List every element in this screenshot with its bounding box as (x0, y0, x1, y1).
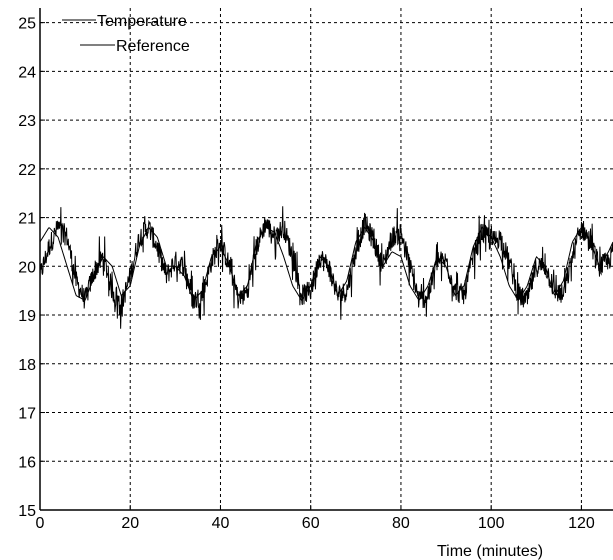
axes (39, 8, 613, 511)
y-tick-label-22: 22 (18, 162, 36, 179)
x-tick-label-120: 120 (568, 515, 595, 532)
y-tick-label-15: 15 (18, 503, 36, 520)
y-tick-label-25: 25 (18, 16, 36, 33)
y-tick-label-19: 19 (18, 308, 36, 325)
y-tick-label-23: 23 (18, 113, 36, 130)
legend-label-reference: Reference (116, 38, 190, 55)
y-tick-label-20: 20 (18, 259, 36, 276)
y-tick-label-17: 17 (18, 406, 36, 423)
x-tick-label-100: 100 (478, 515, 505, 532)
x-tick-label-0: 0 (36, 515, 45, 532)
x-tick-label-20: 20 (121, 515, 139, 532)
y-tick-label-21: 21 (18, 211, 36, 228)
x-tick-label-40: 40 (212, 515, 230, 532)
series-line-reference (39, 226, 613, 302)
y-tick-label-16: 16 (18, 454, 36, 471)
y-tick-label-24: 24 (18, 64, 36, 81)
x-axis-label: Time (minutes) (437, 543, 543, 560)
x-tick-label-60: 60 (302, 515, 320, 532)
series-line-temperature (39, 206, 613, 329)
y-tick-label-18: 18 (18, 357, 36, 374)
legend-label-temperature: Temperature (97, 13, 187, 30)
series-layer (39, 206, 613, 329)
tick-labels: 0 20 40 60 80 100 120 15 16 17 18 19 20 21 22 23 24 25 (18, 16, 595, 532)
x-tick-label-80: 80 (392, 515, 410, 532)
legend: Temperature Reference (62, 13, 190, 55)
